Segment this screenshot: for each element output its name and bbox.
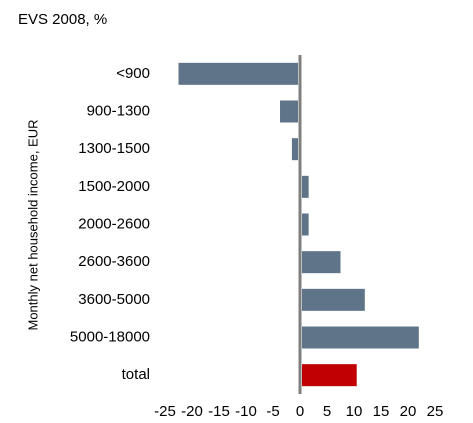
bar xyxy=(302,213,309,236)
y-tick-label: <900 xyxy=(116,65,150,82)
x-tick-label: 5 xyxy=(323,403,331,420)
x-tick-label: -5 xyxy=(266,403,279,420)
x-tick-label: -25 xyxy=(154,403,176,420)
y-tick-label: 3600-5000 xyxy=(78,291,150,308)
y-tick-label: 900-1300 xyxy=(87,102,150,119)
x-tick-label: 15 xyxy=(373,403,390,420)
y-tick-label: 1500-2000 xyxy=(78,178,150,195)
x-tick-label: -10 xyxy=(235,403,257,420)
bar xyxy=(280,100,298,123)
y-tick-label: 2600-3600 xyxy=(78,253,150,270)
x-tick-label: 25 xyxy=(427,403,444,420)
y-tick-label: 1300-1500 xyxy=(78,140,150,157)
bar xyxy=(302,326,419,349)
y-tick-label: 5000-18000 xyxy=(70,328,150,345)
chart-title: EVS 2008, % xyxy=(18,11,107,28)
x-tick-label: -15 xyxy=(208,403,230,420)
bar xyxy=(302,175,309,198)
x-tick-label: 10 xyxy=(346,403,363,420)
y-tick-label: total xyxy=(122,366,150,383)
x-tick-label: -20 xyxy=(181,403,203,420)
bar xyxy=(302,364,357,387)
x-tick-label: 0 xyxy=(296,403,304,420)
x-tick-label: 20 xyxy=(400,403,417,420)
y-axis-label: Monthly net household income, EUR xyxy=(25,119,40,330)
y-tick-label: 2000-2600 xyxy=(78,215,150,232)
bar xyxy=(291,138,298,161)
bar xyxy=(178,62,298,85)
bar xyxy=(302,251,341,274)
bar xyxy=(302,288,365,311)
